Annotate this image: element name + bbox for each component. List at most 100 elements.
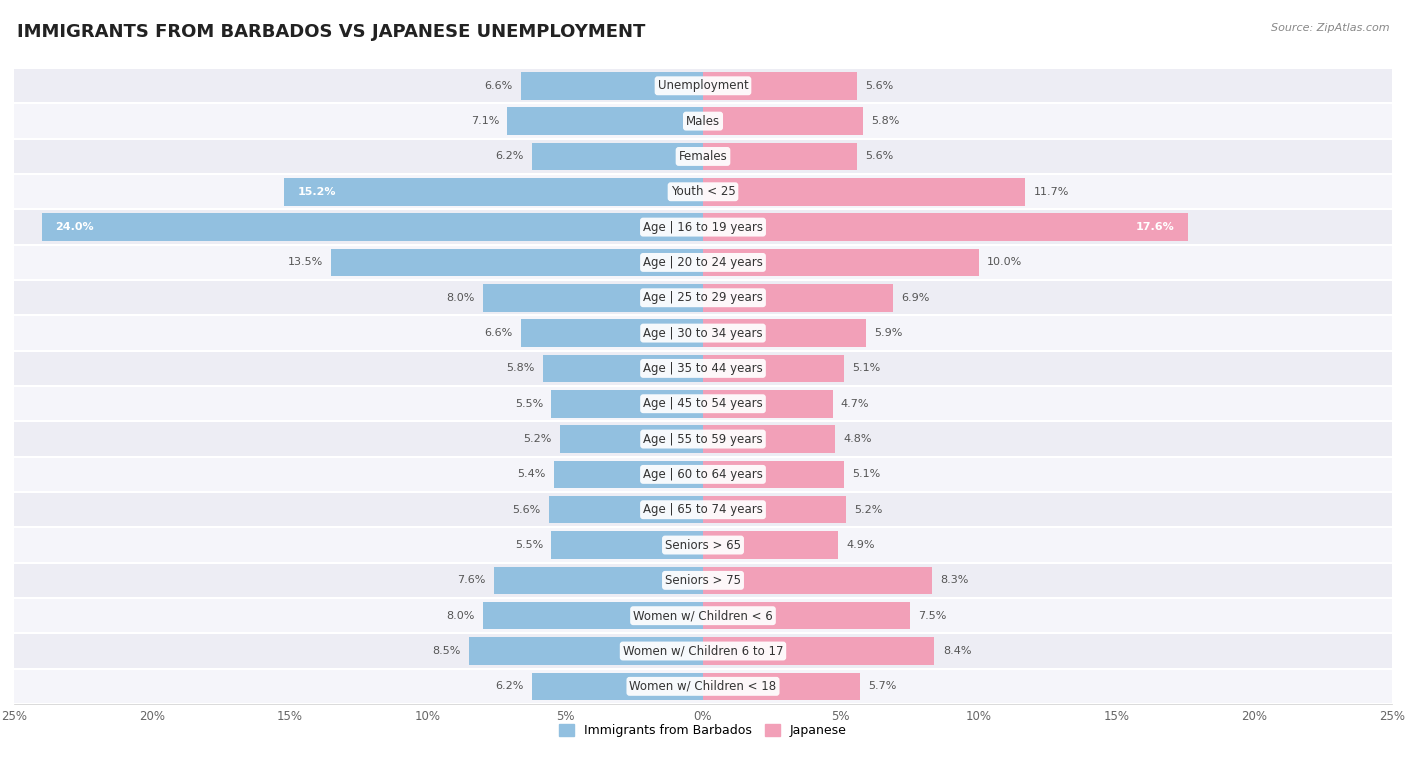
- Bar: [14, 174, 1392, 210]
- Text: 5.8%: 5.8%: [506, 363, 534, 373]
- Text: 5.1%: 5.1%: [852, 363, 880, 373]
- Text: Age | 16 to 19 years: Age | 16 to 19 years: [643, 220, 763, 234]
- Bar: [703, 178, 1025, 206]
- Bar: [703, 248, 979, 276]
- Bar: [554, 460, 703, 488]
- Text: 5.6%: 5.6%: [866, 81, 894, 91]
- Text: Age | 55 to 59 years: Age | 55 to 59 years: [643, 432, 763, 446]
- Text: 10.0%: 10.0%: [987, 257, 1022, 267]
- Text: 5.4%: 5.4%: [517, 469, 546, 479]
- Text: 5.5%: 5.5%: [515, 399, 543, 409]
- Bar: [551, 531, 703, 559]
- Bar: [703, 637, 935, 665]
- Bar: [703, 390, 832, 418]
- Text: 6.9%: 6.9%: [901, 293, 929, 303]
- Bar: [522, 72, 703, 100]
- Bar: [703, 72, 858, 100]
- Bar: [703, 425, 835, 453]
- Bar: [14, 245, 1392, 280]
- Text: Seniors > 75: Seniors > 75: [665, 574, 741, 587]
- Bar: [14, 210, 1392, 245]
- Text: Source: ZipAtlas.com: Source: ZipAtlas.com: [1271, 23, 1389, 33]
- Text: 5.2%: 5.2%: [855, 505, 883, 515]
- Bar: [14, 668, 1392, 704]
- Bar: [560, 425, 703, 453]
- Text: 13.5%: 13.5%: [287, 257, 323, 267]
- Bar: [703, 531, 838, 559]
- Text: Age | 20 to 24 years: Age | 20 to 24 years: [643, 256, 763, 269]
- Bar: [284, 178, 703, 206]
- Bar: [468, 637, 703, 665]
- Text: Females: Females: [679, 150, 727, 163]
- Text: 24.0%: 24.0%: [55, 222, 94, 232]
- Text: 5.8%: 5.8%: [872, 116, 900, 126]
- Text: Age | 25 to 29 years: Age | 25 to 29 years: [643, 291, 763, 304]
- Bar: [703, 319, 866, 347]
- Text: Youth < 25: Youth < 25: [671, 185, 735, 198]
- Bar: [14, 104, 1392, 139]
- Bar: [14, 139, 1392, 174]
- Bar: [508, 107, 703, 135]
- Bar: [14, 528, 1392, 562]
- Text: Seniors > 65: Seniors > 65: [665, 538, 741, 552]
- Text: 5.5%: 5.5%: [515, 540, 543, 550]
- Text: 8.4%: 8.4%: [943, 646, 972, 656]
- Text: Males: Males: [686, 114, 720, 128]
- Bar: [703, 496, 846, 524]
- Text: Age | 65 to 74 years: Age | 65 to 74 years: [643, 503, 763, 516]
- Text: 5.9%: 5.9%: [875, 328, 903, 338]
- Bar: [330, 248, 703, 276]
- Bar: [703, 602, 910, 630]
- Text: IMMIGRANTS FROM BARBADOS VS JAPANESE UNEMPLOYMENT: IMMIGRANTS FROM BARBADOS VS JAPANESE UNE…: [17, 23, 645, 41]
- Bar: [14, 492, 1392, 528]
- Text: 5.1%: 5.1%: [852, 469, 880, 479]
- Text: 5.6%: 5.6%: [512, 505, 540, 515]
- Bar: [482, 602, 703, 630]
- Text: Age | 45 to 54 years: Age | 45 to 54 years: [643, 397, 763, 410]
- Text: 7.6%: 7.6%: [457, 575, 485, 585]
- Text: 17.6%: 17.6%: [1136, 222, 1174, 232]
- Text: 8.5%: 8.5%: [432, 646, 461, 656]
- Bar: [703, 284, 893, 312]
- Text: 11.7%: 11.7%: [1033, 187, 1069, 197]
- Text: Age | 30 to 34 years: Age | 30 to 34 years: [643, 326, 763, 340]
- Bar: [14, 634, 1392, 668]
- Bar: [14, 598, 1392, 634]
- Text: Age | 35 to 44 years: Age | 35 to 44 years: [643, 362, 763, 375]
- Bar: [494, 566, 703, 594]
- Text: Women w/ Children 6 to 17: Women w/ Children 6 to 17: [623, 644, 783, 658]
- Bar: [703, 460, 844, 488]
- Bar: [482, 284, 703, 312]
- Text: 15.2%: 15.2%: [298, 187, 336, 197]
- Text: 4.7%: 4.7%: [841, 399, 869, 409]
- Text: Age | 60 to 64 years: Age | 60 to 64 years: [643, 468, 763, 481]
- Bar: [531, 142, 703, 170]
- Bar: [703, 142, 858, 170]
- Text: 6.2%: 6.2%: [495, 151, 524, 161]
- Text: 8.0%: 8.0%: [446, 293, 474, 303]
- Text: Women w/ Children < 18: Women w/ Children < 18: [630, 680, 776, 693]
- Bar: [14, 280, 1392, 316]
- Bar: [548, 496, 703, 524]
- Text: Women w/ Children < 6: Women w/ Children < 6: [633, 609, 773, 622]
- Bar: [14, 562, 1392, 598]
- Bar: [703, 672, 860, 700]
- Text: 8.3%: 8.3%: [941, 575, 969, 585]
- Text: 7.1%: 7.1%: [471, 116, 499, 126]
- Text: 5.2%: 5.2%: [523, 434, 551, 444]
- Bar: [14, 386, 1392, 422]
- Bar: [531, 672, 703, 700]
- Text: 4.9%: 4.9%: [846, 540, 875, 550]
- Bar: [14, 350, 1392, 386]
- Text: 6.2%: 6.2%: [495, 681, 524, 691]
- Text: 8.0%: 8.0%: [446, 611, 474, 621]
- Bar: [703, 354, 844, 382]
- Legend: Immigrants from Barbados, Japanese: Immigrants from Barbados, Japanese: [554, 719, 852, 743]
- Text: 6.6%: 6.6%: [485, 328, 513, 338]
- Bar: [551, 390, 703, 418]
- Text: 6.6%: 6.6%: [485, 81, 513, 91]
- Bar: [14, 456, 1392, 492]
- Bar: [703, 213, 1188, 241]
- Text: 5.6%: 5.6%: [866, 151, 894, 161]
- Bar: [703, 566, 932, 594]
